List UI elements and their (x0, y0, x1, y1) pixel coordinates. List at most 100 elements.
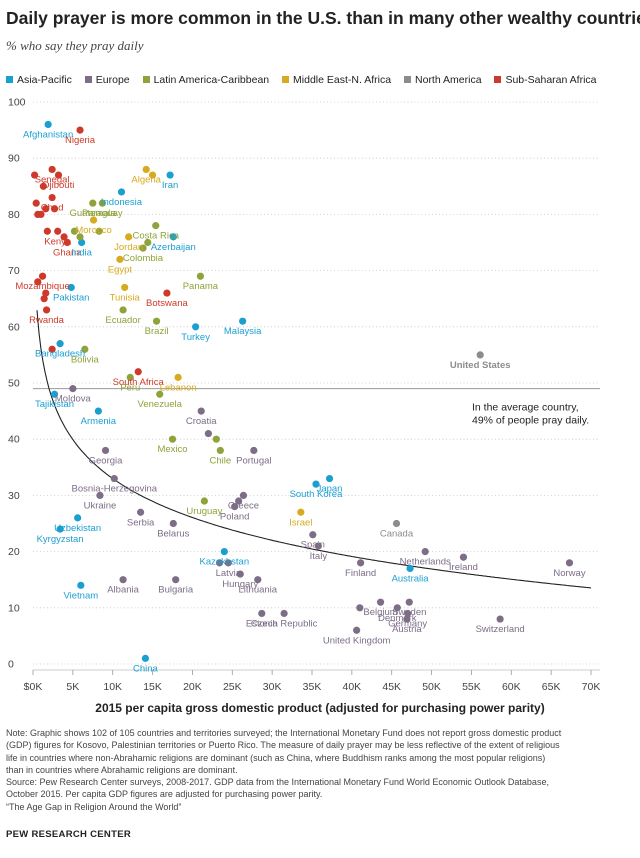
x-tick-label: $0K (24, 681, 43, 690)
point-kenya (54, 227, 62, 235)
point-hungary (236, 570, 244, 578)
point-label-rwanda: Rwanda (29, 315, 65, 326)
point-label-jordan: Jordan (114, 242, 143, 253)
legend: Asia-Pacific Europe Latin America-Caribb… (6, 74, 607, 86)
chart-title: Daily prayer is more common in the U.S. … (6, 8, 640, 28)
report-title: “The Age Gap in Religion Around the Worl… (6, 801, 182, 812)
point-senegal (48, 165, 56, 174)
point-label-canada: Canada (380, 529, 414, 540)
point-label-south-africa: South Africa (113, 377, 165, 388)
point-unlabeled (42, 205, 50, 213)
point-label-colombia: Colombia (123, 253, 164, 264)
point-latvia (224, 559, 232, 567)
point-indonesia (117, 188, 126, 196)
point-bosnia-herzegovina (110, 474, 118, 483)
point-portugal (250, 446, 258, 455)
y-tick-label: 40 (8, 434, 20, 446)
point-label-germany: Germany (388, 618, 427, 629)
point-finland (357, 559, 365, 567)
point-unlabeled (70, 227, 79, 235)
point-label-austria: Austria (392, 624, 422, 635)
point-label-costa-rica: Costa Rica (133, 231, 180, 242)
point-label-finland: Finland (345, 568, 376, 579)
legend-label: Sub-Saharan Africa (505, 74, 597, 86)
point-albania (119, 576, 127, 584)
point-label-kyrgyzstan: Kyrgyzstan (37, 534, 84, 545)
point-pakistan (67, 283, 75, 292)
point-label-morocco: Morocco (75, 225, 111, 236)
legend-swatch (142, 76, 150, 83)
point-south-korea (312, 480, 320, 488)
chart-subtitle: % who say they pray daily (6, 38, 144, 53)
point-label-united-states: United States (450, 360, 511, 371)
point-india (78, 238, 86, 247)
x-tick-label: 45K (382, 681, 401, 690)
point-vietnam (77, 581, 85, 589)
point-iran (166, 171, 174, 179)
legend-swatch (282, 76, 290, 83)
point-label-denmark: Denmark (378, 613, 417, 624)
point-germany (404, 609, 412, 618)
point-unlabeled (60, 233, 68, 241)
point-rwanda (42, 306, 51, 314)
point-label-poland: Poland (220, 512, 250, 523)
point-label-indonesia: Indonesia (101, 197, 143, 208)
x-tick-label: 60K (502, 681, 521, 690)
point-label-georgia: Georgia (89, 455, 124, 466)
point-china (141, 654, 149, 662)
point-chad (48, 193, 56, 202)
point-unlabeled (43, 227, 51, 235)
point-ukraine (96, 491, 104, 499)
point-unlabeled (76, 233, 84, 241)
point-label-ireland: Ireland (449, 562, 478, 573)
point-label-serbia: Serbia (127, 517, 155, 528)
legend-label: North America (415, 74, 482, 86)
point-label-guatemala: Guatemala (70, 208, 117, 219)
point-label-iran: Iran (162, 180, 178, 191)
x-tick-label: 25K (223, 681, 242, 690)
point-bolivia (81, 345, 89, 353)
point-turkey (192, 323, 200, 331)
point-lithuania (254, 576, 262, 584)
note-line: Note: Graphic shows 102 of 105 countries… (6, 728, 562, 738)
source-line: October 2015. Per capita GDP figures are… (6, 789, 323, 800)
point-serbia (137, 508, 145, 516)
legend-label: Europe (95, 74, 130, 86)
data-points (30, 120, 574, 662)
point-label-pakistan: Pakistan (53, 292, 89, 303)
point-switzerland (496, 615, 504, 623)
point-label-bangladesh: Bangladesh (35, 349, 85, 360)
point-unlabeled (95, 227, 103, 235)
y-tick-label: 30 (8, 490, 20, 502)
x-tick-label: 20K (183, 681, 202, 690)
note-line: (GDP) figures for Kosovo, Palestinian te… (6, 740, 560, 751)
point-label-azerbaijan: Azerbaijan (151, 242, 196, 253)
point-australia (406, 564, 414, 573)
point-djibouti (54, 171, 63, 179)
point-label-israel: Israel (289, 517, 312, 528)
point-japan (325, 474, 334, 483)
point-label-norway: Norway (553, 568, 585, 579)
point-kazakhstan (220, 548, 228, 556)
point-nigeria (76, 126, 84, 134)
point-israel (297, 508, 305, 516)
footnote: Note: Graphic shows 102 of 105 countries… (6, 727, 634, 813)
point-mexico (168, 435, 177, 443)
point-label-switzerland: Switzerland (476, 624, 525, 635)
point-label-nigeria: Nigeria (65, 135, 96, 146)
point-label-chad: Chad (41, 203, 64, 214)
point-belgium (376, 598, 385, 606)
point-label-algeria: Algeria (131, 174, 161, 185)
point-label-tajikistan: Tajikistan (35, 399, 74, 410)
point-label-belarus: Belarus (157, 529, 189, 540)
point-unlabeled (40, 295, 48, 303)
point-label-latvia: Latvia (216, 568, 242, 579)
point-unlabeled (39, 182, 47, 190)
point-label-czech-republic: Czech Republic (251, 618, 318, 629)
y-axis-ticks: 0 10 20 30 40 50 60 70 80 90 100 (8, 97, 26, 671)
point-united-kingdom (353, 626, 361, 634)
point-label-kazakhstan: Kazakhstan (199, 557, 249, 568)
legend-item-north-america: North America (404, 74, 482, 86)
point-unlabeled (50, 205, 59, 213)
